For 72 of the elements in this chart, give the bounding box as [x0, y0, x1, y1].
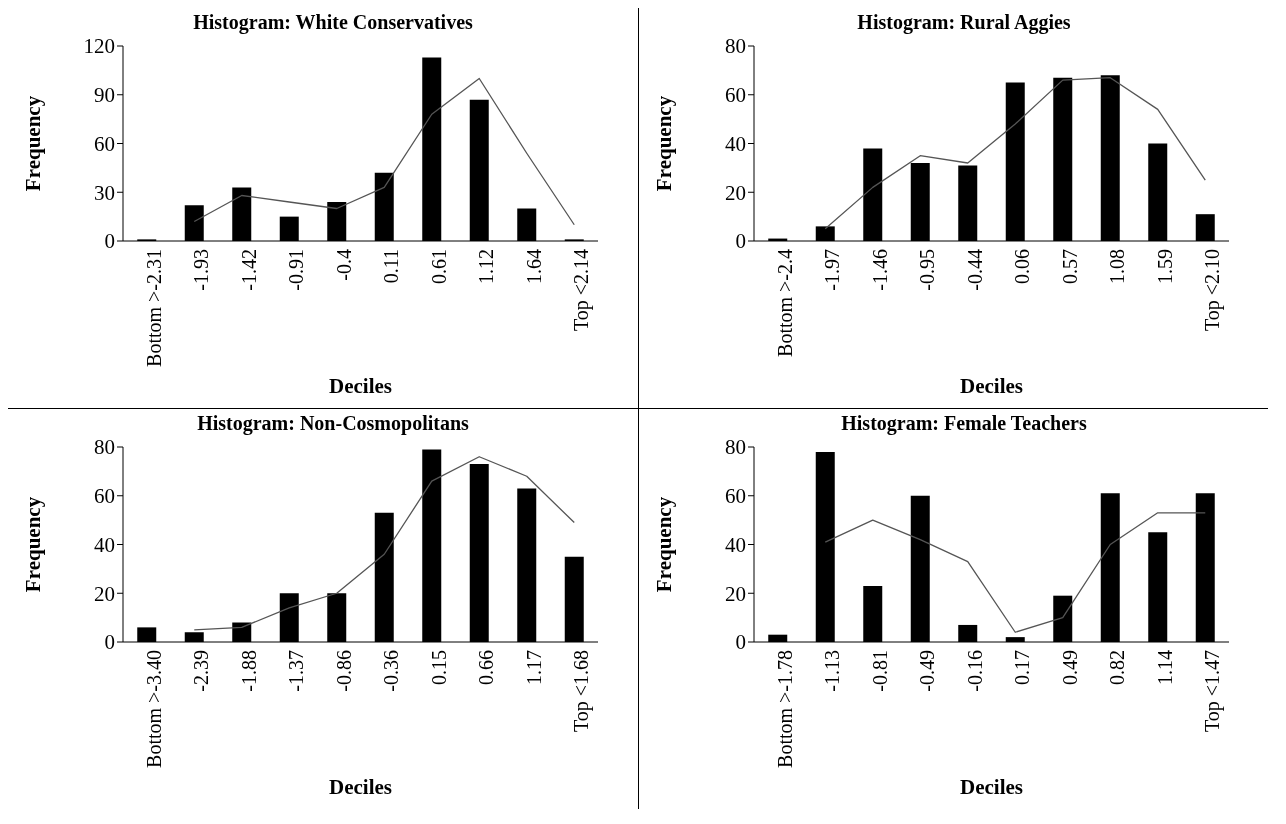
- x-tick-label: Bottom >-2.4: [773, 249, 796, 357]
- x-tick-label: -0.36: [380, 650, 403, 692]
- y-tick-label: 30: [94, 180, 115, 205]
- y-axis-title: Frequency: [21, 496, 46, 593]
- x-tick-label: -1.93: [190, 249, 213, 291]
- y-tick-label: 20: [94, 581, 115, 606]
- y-tick-label: 90: [94, 83, 115, 108]
- x-axis-title: Deciles: [329, 775, 392, 799]
- x-axis-title: Deciles: [329, 374, 392, 398]
- x-tick-label: -0.16: [963, 650, 986, 692]
- x-tick-label: 1.12: [475, 249, 498, 284]
- x-tick-label: -1.42: [237, 249, 260, 291]
- x-tick-label: 1.14: [1153, 650, 1176, 685]
- x-tick-label: 1.17: [522, 650, 545, 685]
- y-tick-label: 80: [725, 34, 746, 59]
- y-tick-label: 60: [725, 83, 746, 108]
- y-tick-label: 20: [725, 180, 746, 205]
- y-axis-title: Frequency: [652, 95, 677, 192]
- y-tick-label: 80: [725, 435, 746, 460]
- y-tick-label: 0: [735, 229, 746, 254]
- x-tick-label: Bottom >-2.31: [142, 249, 165, 367]
- x-tick-label: 1.64: [522, 249, 545, 284]
- x-tick-label: -1.37: [285, 650, 308, 692]
- x-tick-label: -0.49: [916, 650, 939, 692]
- x-tick-label: 1.59: [1153, 249, 1176, 284]
- x-tick-label: 0.82: [1106, 650, 1129, 685]
- x-axis-title: Deciles: [960, 775, 1023, 799]
- x-tick-label: -1.97: [821, 249, 844, 291]
- x-tick-label: -1.13: [821, 650, 844, 692]
- x-tick-label: 0.11: [380, 249, 403, 284]
- x-tick-label: Bottom >-3.40: [142, 650, 165, 768]
- y-tick-label: 60: [94, 484, 115, 509]
- x-tick-label: 1.08: [1106, 249, 1129, 284]
- chart-title: Histogram: Non-Cosmopolitans: [196, 411, 470, 437]
- y-tick-label: 0: [104, 229, 115, 254]
- x-tick-label: -0.86: [332, 650, 355, 692]
- y-tick-label: 80: [94, 435, 115, 460]
- x-tick-label: 0.49: [1058, 650, 1081, 685]
- y-tick-label: 0: [104, 630, 115, 655]
- x-tick-label: 0.15: [427, 650, 450, 685]
- y-tick-label: 60: [725, 484, 746, 509]
- x-tick-label: -0.81: [868, 650, 891, 692]
- x-tick-label: Top <2.10: [1201, 249, 1225, 332]
- x-tick-label: -0.4: [332, 249, 355, 281]
- x-tick-label: Bottom >-1.78: [773, 650, 796, 768]
- x-tick-label: -2.39: [190, 650, 213, 692]
- y-tick-label: 40: [725, 532, 746, 557]
- x-tick-label: 0.06: [1011, 249, 1034, 284]
- x-tick-label: 0.17: [1011, 650, 1034, 685]
- chart-title: Histogram: Female Teachers: [840, 411, 1088, 437]
- y-axis-title: Frequency: [21, 95, 46, 192]
- x-tick-label: 0.57: [1058, 249, 1081, 284]
- x-tick-label: 0.66: [475, 650, 498, 685]
- y-tick-label: 40: [725, 131, 746, 156]
- x-tick-label: -1.46: [868, 249, 891, 291]
- x-tick-label: -1.88: [237, 650, 260, 692]
- y-tick-label: 40: [94, 532, 115, 557]
- x-tick-label: -0.44: [963, 249, 986, 291]
- y-tick-label: 0: [735, 630, 746, 655]
- x-tick-label: -0.91: [285, 249, 308, 291]
- x-tick-label: Top <1.47: [1201, 650, 1225, 733]
- x-tick-label: Top <1.68: [570, 650, 594, 733]
- x-tick-label: 0.61: [427, 249, 450, 284]
- chart-title: Histogram: White Conservatives: [192, 10, 474, 36]
- y-axis-title: Frequency: [652, 496, 677, 593]
- x-tick-label: -0.95: [916, 249, 939, 291]
- y-tick-label: 120: [83, 34, 115, 59]
- x-tick-label: Top <2.14: [570, 249, 594, 332]
- y-tick-label: 20: [725, 581, 746, 606]
- chart-title: Histogram: Rural Aggies: [856, 10, 1072, 36]
- y-tick-label: 60: [94, 131, 115, 156]
- x-axis-title: Deciles: [960, 374, 1023, 398]
